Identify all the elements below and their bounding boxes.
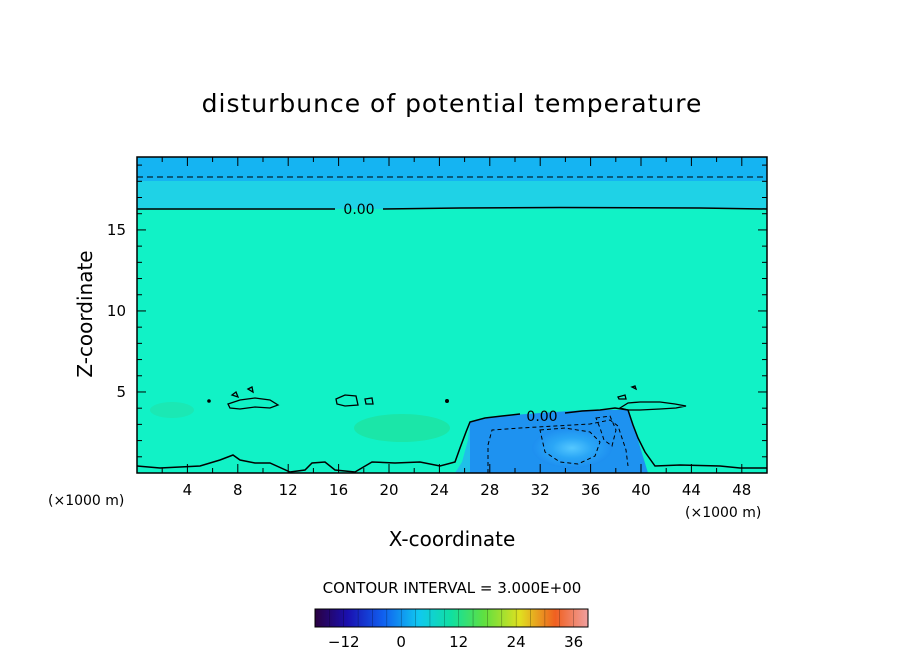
x-tick-label: 4: [183, 481, 193, 499]
x-tick-label: 24: [430, 481, 449, 499]
upper-transition-layer: [137, 181, 767, 209]
contour-dashed: [595, 415, 617, 447]
y-tick-label: 15: [107, 221, 126, 239]
x-axis-label: X-coordinate: [389, 527, 516, 551]
x-tick-label: 12: [279, 481, 298, 499]
chart-title: disturbunce of potential temperature: [202, 89, 703, 118]
x-tick-label: 32: [531, 481, 550, 499]
plot-area: 0.00 0.00: [136, 156, 768, 474]
colorbar-tick-label: 36: [564, 633, 583, 651]
x-tick-label: 36: [581, 481, 600, 499]
contour-dot: [207, 399, 211, 403]
warm-patch: [150, 402, 194, 418]
contour-blob: [630, 385, 638, 391]
contour-blob: [246, 386, 254, 394]
x-unit-right: (×1000 m): [685, 505, 761, 521]
x-tick-label: 28: [480, 481, 499, 499]
x-tick-label: 8: [233, 481, 243, 499]
x-tick-label: 48: [732, 481, 751, 499]
colorbar-tick-label: 24: [507, 633, 526, 651]
contour-zero-upper: [137, 206, 768, 210]
y-tick-labels: 5 10 15: [107, 221, 126, 401]
plot-frame: [136, 156, 768, 474]
contour-blob: [230, 390, 240, 399]
colorbar: −12 0 12 24 36: [314, 608, 589, 651]
warm-patch: [354, 414, 450, 442]
contour-blob: [335, 394, 359, 407]
contour-blob: [617, 394, 627, 400]
colorbar-tick-label: 0: [396, 633, 406, 651]
contour-dashed: [539, 427, 601, 465]
y-tick-marks: [137, 164, 767, 458]
x-tick-labels: 4 8 12 16 20 24 28 32 36 40 44 48: [183, 481, 752, 499]
cold-core: [532, 428, 612, 468]
colorbar-tick-marks: [329, 609, 574, 627]
contour-blob: [227, 397, 280, 410]
contour-blob: [364, 397, 374, 405]
x-tick-marks: [161, 157, 743, 473]
x-tick-label: 40: [631, 481, 650, 499]
x-tick-label: 20: [379, 481, 398, 499]
x-tick-label: 44: [682, 481, 701, 499]
cold-pool-edge: [455, 422, 470, 473]
y-tick-label: 5: [116, 383, 126, 401]
x-unit-left: (×1000 m): [48, 493, 124, 509]
colorbar-tick-labels: −12 0 12 24 36: [328, 633, 583, 651]
colorbar-tick-label: −12: [328, 633, 360, 651]
contour-dashed: [487, 419, 629, 473]
contour-dot: [445, 399, 449, 403]
contour-interval-label: CONTOUR INTERVAL = 3.000E+00: [323, 579, 582, 597]
contour-label: 0.00: [343, 202, 374, 218]
x-tick-label: 16: [329, 481, 348, 499]
contour-label: 0.00: [526, 409, 557, 425]
y-tick-label: 10: [107, 302, 126, 320]
colorbar-ramp: [314, 608, 589, 628]
colorbar-tick-label: 12: [449, 633, 468, 651]
contour-blob: [618, 401, 687, 411]
contour-zero-lower: [136, 407, 767, 473]
y-axis-label: Z-coordinate: [73, 250, 97, 377]
